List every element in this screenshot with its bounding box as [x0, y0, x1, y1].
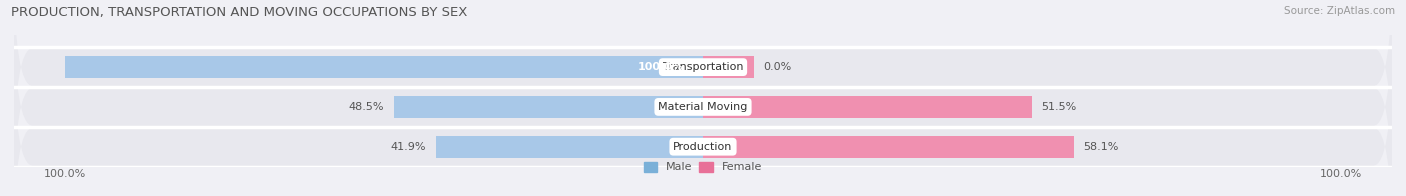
Bar [436, 136, 703, 158]
Bar [703, 56, 754, 78]
Bar [703, 136, 1074, 158]
Text: 0.0%: 0.0% [763, 62, 792, 72]
Text: Transportation: Transportation [662, 62, 744, 72]
Text: 51.5%: 51.5% [1040, 102, 1077, 112]
FancyBboxPatch shape [14, 46, 1392, 196]
Text: Production: Production [673, 142, 733, 152]
Text: PRODUCTION, TRANSPORTATION AND MOVING OCCUPATIONS BY SEX: PRODUCTION, TRANSPORTATION AND MOVING OC… [11, 6, 468, 19]
Text: Material Moving: Material Moving [658, 102, 748, 112]
FancyBboxPatch shape [14, 0, 1392, 167]
Bar [703, 96, 1032, 118]
Legend: Male, Female: Male, Female [640, 157, 766, 177]
Bar [65, 56, 703, 78]
Text: 100.0%: 100.0% [638, 62, 683, 72]
Text: 48.5%: 48.5% [349, 102, 384, 112]
Text: Source: ZipAtlas.com: Source: ZipAtlas.com [1284, 6, 1395, 16]
Bar [394, 96, 703, 118]
FancyBboxPatch shape [14, 7, 1392, 196]
Text: 58.1%: 58.1% [1083, 142, 1119, 152]
Text: 41.9%: 41.9% [391, 142, 426, 152]
